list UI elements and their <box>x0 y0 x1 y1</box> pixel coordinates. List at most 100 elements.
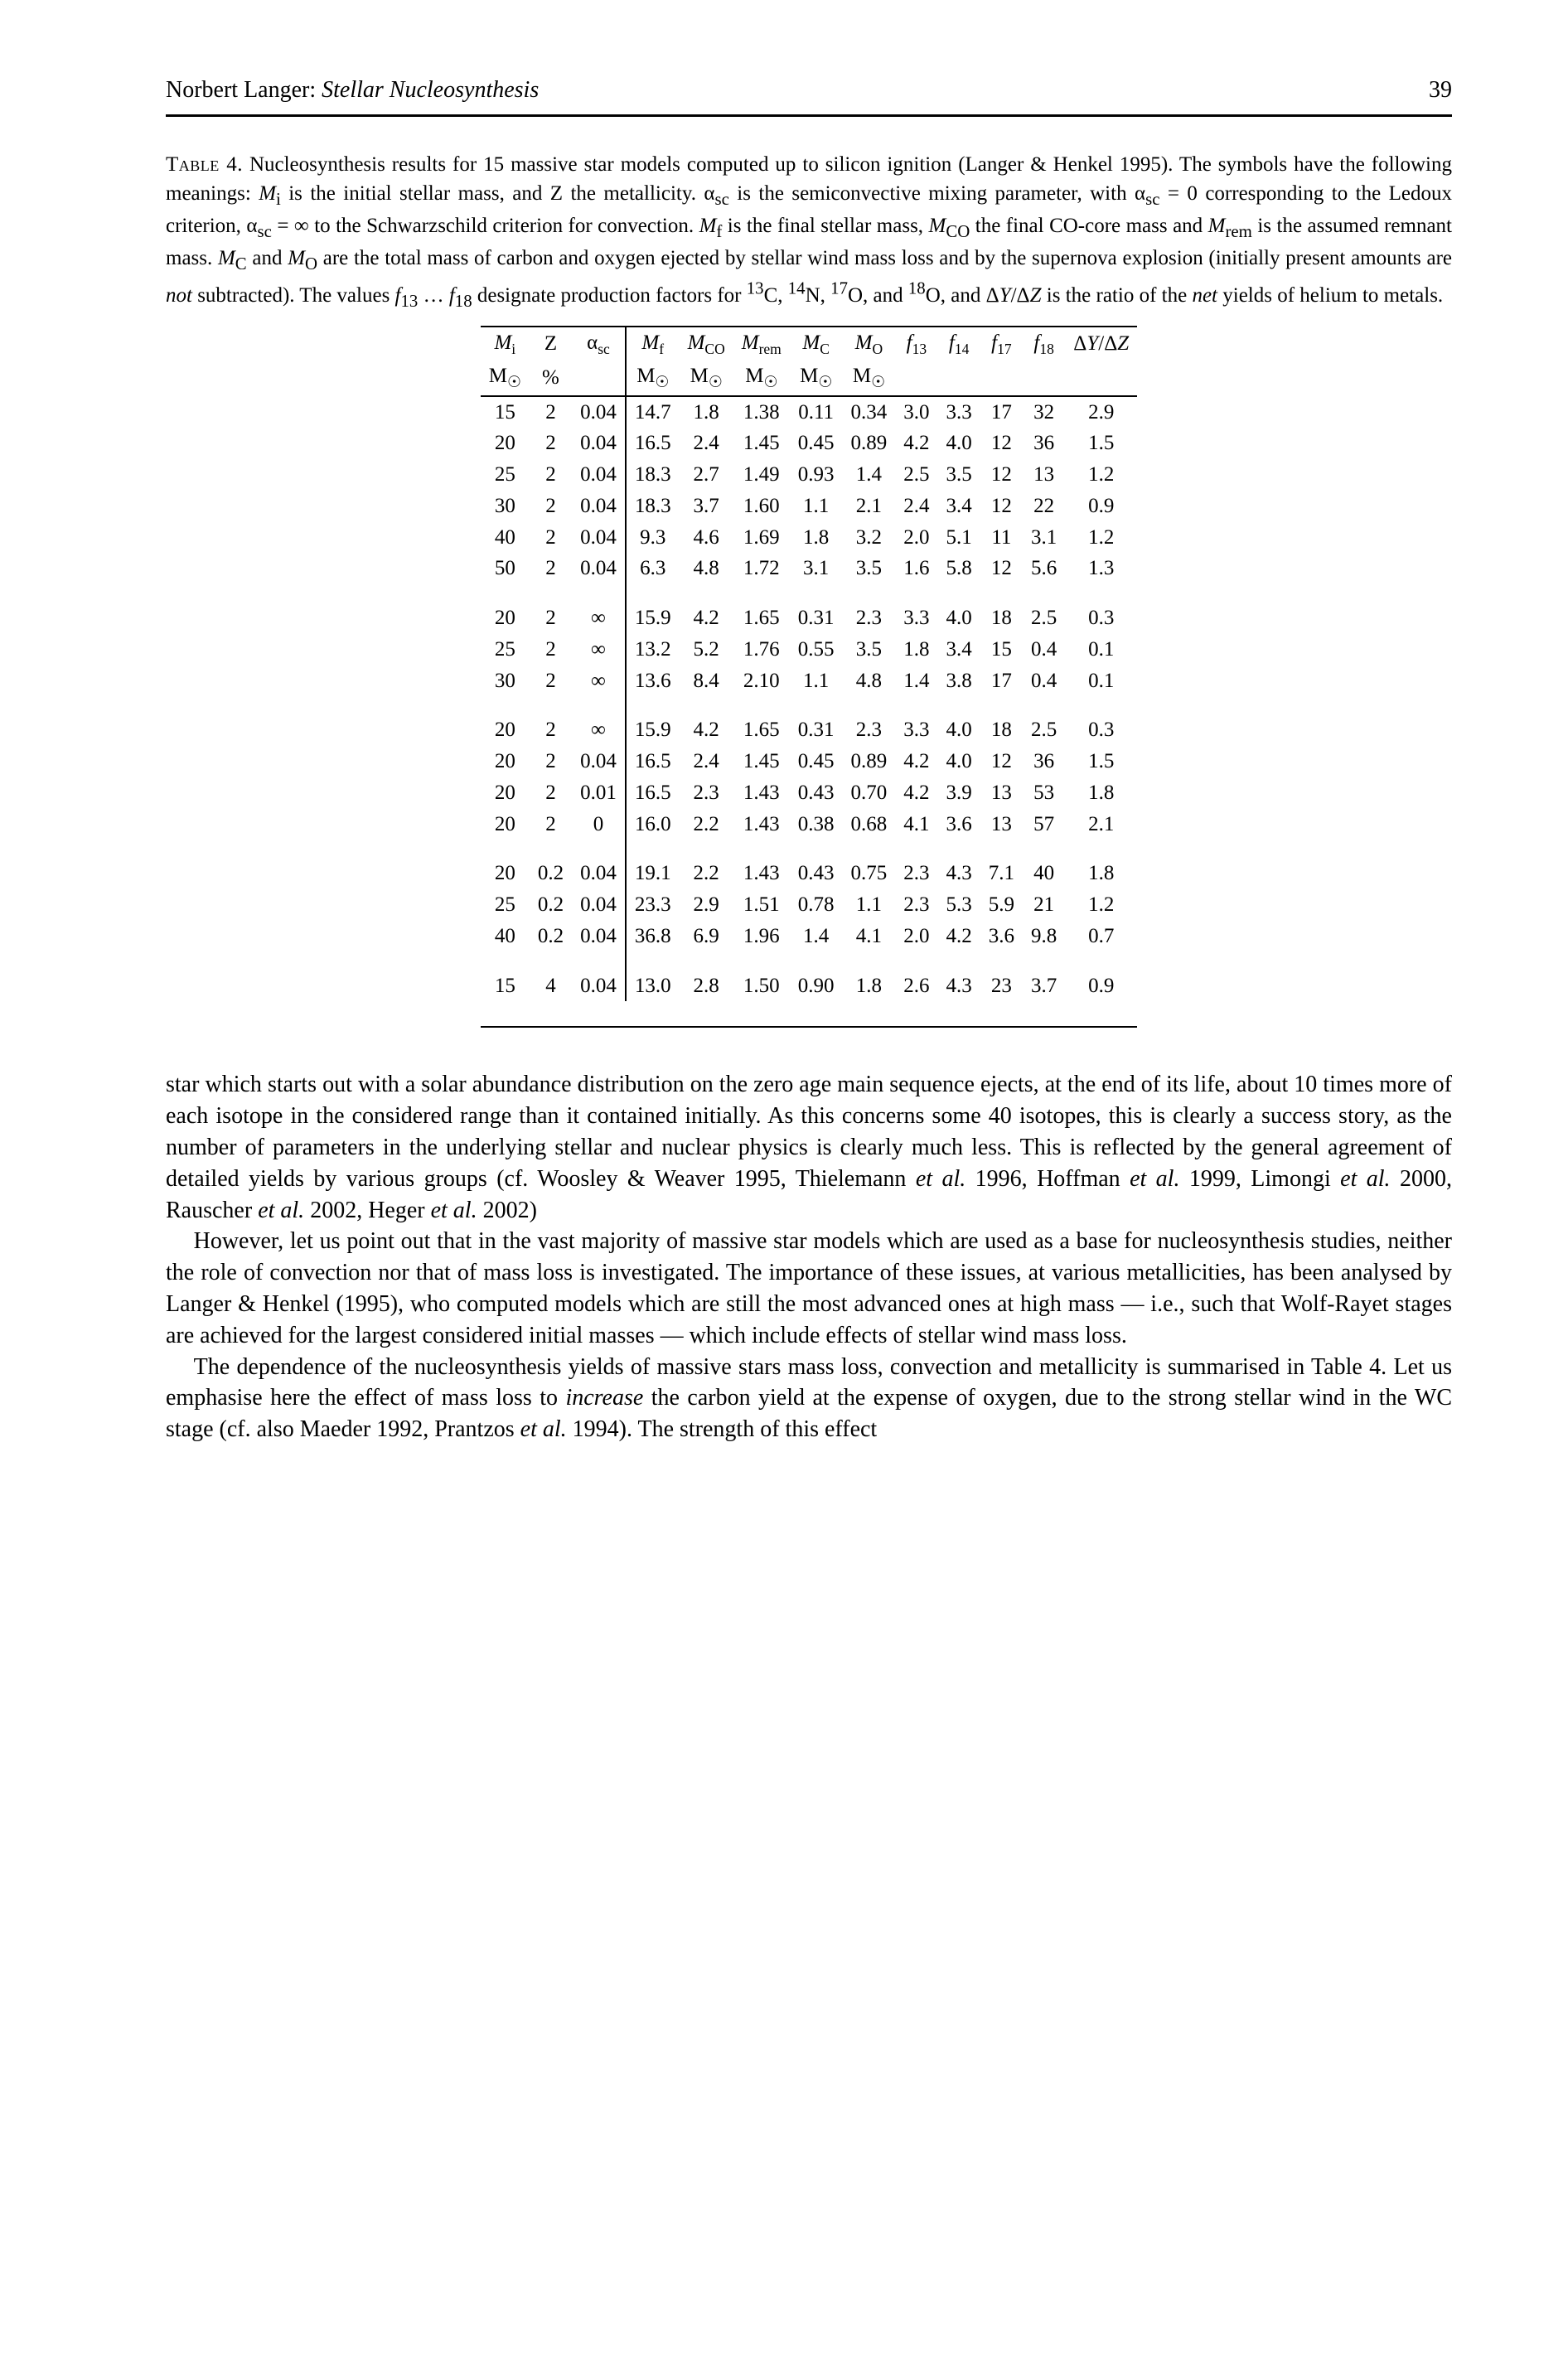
table-cell: 2.0 <box>895 522 937 554</box>
column-subheader: M☉ <box>790 361 843 394</box>
table-cell: 20 <box>481 714 530 746</box>
column-header: MCO <box>680 327 733 361</box>
table-label: Table 4. <box>166 153 243 176</box>
header-rule <box>166 114 1452 117</box>
table-cell: 4.0 <box>938 714 980 746</box>
table-cell: 15 <box>980 634 1023 666</box>
table-cell: 18 <box>980 603 1023 634</box>
header-author: Norbert Langer: <box>166 77 316 103</box>
table-cell: 1.43 <box>733 809 790 840</box>
table-cell: 2 <box>530 634 572 666</box>
table-cell: 1.60 <box>733 491 790 522</box>
table-cell: 21 <box>1023 889 1065 921</box>
table-cell: 57 <box>1023 809 1065 840</box>
table-caption-text: Nucleosynthesis results for 15 massive s… <box>166 153 1452 307</box>
table-cell: 20 <box>481 777 530 809</box>
table-cell: 12 <box>980 459 1023 491</box>
table-cell: 4.6 <box>680 522 733 554</box>
table-cell: 0.4 <box>1023 666 1065 697</box>
table-head: MiZαscMfMCOMremMCMOf13f14f17f18ΔY/ΔZ M☉%… <box>481 327 1137 397</box>
table-cell: 12 <box>980 746 1023 777</box>
table-cell: 1.69 <box>733 522 790 554</box>
table-cell: 4.1 <box>843 921 896 952</box>
table-cell: 1.1 <box>790 491 843 522</box>
table-cell: 0.90 <box>790 970 843 1002</box>
table-row: 1540.0413.02.81.500.901.82.64.3233.70.9 <box>481 970 1137 1002</box>
table-cell: 3.3 <box>938 397 980 428</box>
table-cell: 1.4 <box>843 459 896 491</box>
table-cell: 2.7 <box>680 459 733 491</box>
column-subheader: M☉ <box>481 361 530 394</box>
table-cell: 2.9 <box>680 889 733 921</box>
table-cell: 0.04 <box>572 491 626 522</box>
table-cell: 13 <box>1023 459 1065 491</box>
table-cell: ∞ <box>572 714 626 746</box>
table-cell: 3.6 <box>980 921 1023 952</box>
table-cell: 6.9 <box>680 921 733 952</box>
table-cell: 0.3 <box>1065 714 1137 746</box>
table-cell: 5.8 <box>938 553 980 584</box>
table-cell: 1.4 <box>895 666 937 697</box>
table-cell: 0.43 <box>790 858 843 889</box>
table-cell: 20 <box>481 858 530 889</box>
table-cell: 3.3 <box>895 714 937 746</box>
running-head-text: Norbert Langer: Stellar Nucleosynthesis <box>166 75 539 106</box>
table-row: 2020.0416.52.41.450.450.894.24.012361.5 <box>481 746 1137 777</box>
table-cell: 5.9 <box>980 889 1023 921</box>
table-cell: 3.7 <box>1023 970 1065 1002</box>
table-cell: 1.96 <box>733 921 790 952</box>
table-cell: 5.2 <box>680 634 733 666</box>
table-cell: 2 <box>530 746 572 777</box>
table-cell: 1.6 <box>895 553 937 584</box>
table-cell: 1.8 <box>895 634 937 666</box>
table-row: 1520.0414.71.81.380.110.343.03.317322.9 <box>481 397 1137 428</box>
table-cell: 2.6 <box>895 970 937 1002</box>
table-row: 2020.0116.52.31.430.430.704.23.913531.8 <box>481 777 1137 809</box>
table-cell: 1.65 <box>733 714 790 746</box>
table-cell: 0.4 <box>1023 634 1065 666</box>
table-cell: 25 <box>481 459 530 491</box>
body-text: star which starts out with a solar abund… <box>166 1069 1452 1445</box>
table-row: 250.20.0423.32.91.510.781.12.35.35.9211.… <box>481 889 1137 921</box>
column-subheader <box>1023 361 1065 394</box>
table-cell: 20 <box>481 809 530 840</box>
running-head: Norbert Langer: Stellar Nucleosynthesis … <box>166 75 1452 106</box>
table-cell: 0.1 <box>1065 666 1137 697</box>
table-cell: 0.04 <box>572 428 626 459</box>
column-header: αsc <box>572 327 626 361</box>
table-cell: 4.3 <box>938 858 980 889</box>
table-cell: ∞ <box>572 603 626 634</box>
table-cell: 0.55 <box>790 634 843 666</box>
table-cell: 3.3 <box>895 603 937 634</box>
column-subheader: M☉ <box>843 361 896 394</box>
table-cell: 3.1 <box>1023 522 1065 554</box>
table-row: 302∞13.68.42.101.14.81.43.8170.40.1 <box>481 666 1137 697</box>
table-cell: 4.2 <box>895 428 937 459</box>
table-cell: 2.5 <box>1023 603 1065 634</box>
table-cell: 2.3 <box>895 858 937 889</box>
table-cell: 2.2 <box>680 809 733 840</box>
table-cell: 11 <box>980 522 1023 554</box>
table-cell: 3.0 <box>895 397 937 428</box>
table-caption: Table 4. Nucleosynthesis results for 15 … <box>166 150 1452 313</box>
table-row: 2520.0418.32.71.490.931.42.53.512131.2 <box>481 459 1137 491</box>
table-cell: 1.2 <box>1065 522 1137 554</box>
column-header: f18 <box>1023 327 1065 361</box>
table-cell: 0.89 <box>843 746 896 777</box>
table-cell: 16.5 <box>626 428 680 459</box>
table-cell: 4.0 <box>938 746 980 777</box>
table-cell: 23 <box>980 970 1023 1002</box>
table-cell: 9.8 <box>1023 921 1065 952</box>
table-cell: 32 <box>1023 397 1065 428</box>
paragraph-2: However, let us point out that in the va… <box>166 1226 1452 1351</box>
table-cell: 4.2 <box>895 746 937 777</box>
table-cell: ∞ <box>572 666 626 697</box>
column-subheader <box>572 361 626 394</box>
table-cell: 0.11 <box>790 397 843 428</box>
table-cell: 20 <box>481 746 530 777</box>
table-cell: 0.45 <box>790 428 843 459</box>
column-subheader: M☉ <box>733 361 790 394</box>
column-header: ΔY/ΔZ <box>1065 327 1137 361</box>
paragraph-1: star which starts out with a solar abund… <box>166 1069 1452 1226</box>
table-cell: 4.2 <box>680 603 733 634</box>
